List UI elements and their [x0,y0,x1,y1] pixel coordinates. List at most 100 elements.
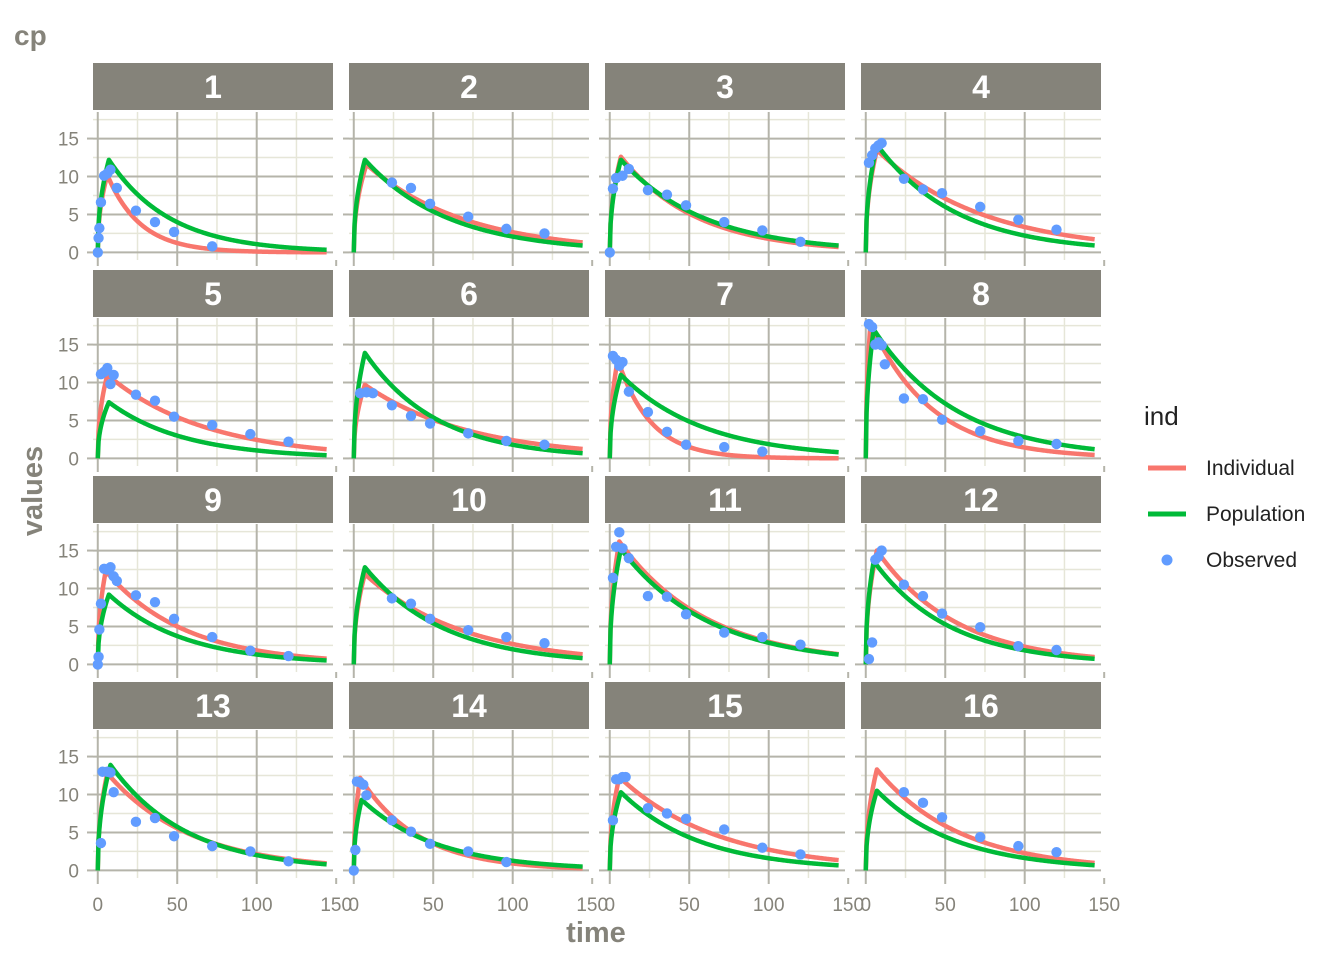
observed-point [975,831,986,843]
observed-point [95,598,107,609]
panel-background [349,318,589,466]
observed-point [866,321,878,333]
population-line [607,372,841,459]
observed-point [617,170,628,181]
facet-strip [605,270,845,317]
observed-point [130,389,142,400]
observed-point [111,575,123,587]
facet-strip-label: 11 [708,482,742,518]
y-tick-label: 0 [68,243,79,264]
observed-point [917,797,929,809]
x-tick-label: 100 [241,895,273,916]
plot-title: cp [14,20,47,51]
legend-label: Observed [1206,549,1297,572]
y-tick-label: 10 [58,374,79,395]
observed-point [386,177,398,188]
facet-strip-label: 5 [204,276,222,312]
population-line [863,788,1097,871]
legend-label: Population [1206,503,1305,526]
observed-point [642,590,654,602]
x-tick-label: 150 [832,895,864,916]
observed-point [424,418,436,429]
observed-point [350,844,361,856]
y-tick-label: 0 [68,655,79,676]
facet-strip-label: 12 [963,482,999,518]
observed-point [105,378,116,390]
observed-point [539,637,550,649]
observed-point [680,609,692,620]
observed-point [642,184,654,196]
x-tick-label: 50 [167,895,188,916]
x-axis-title: time [566,917,626,949]
observed-point [386,815,398,826]
facet-panel-10: 10 [343,476,594,678]
observed-point [614,527,625,538]
observed-point [757,446,768,457]
observed-point [917,184,929,195]
observed-point [719,627,730,638]
observed-point [539,439,550,450]
y-tick-label: 5 [68,411,79,432]
legend-label: Individual [1206,457,1295,480]
observed-point [898,579,910,590]
facet-strip-label: 15 [707,688,743,724]
observed-point [149,216,161,228]
legend-item-individual: Individual [1148,457,1295,480]
observed-point [1013,435,1024,447]
observed-point [607,815,619,826]
x-tick-label: 150 [1088,895,1120,916]
observed-point [680,200,692,211]
y-tick-label: 0 [68,861,79,882]
facet-strip [93,476,333,523]
observed-point [876,137,887,149]
facet-strip-label: 10 [451,482,487,518]
observed-point [348,865,359,876]
facet-strip-label: 8 [972,276,990,312]
observed-point [245,428,256,440]
panel-background [861,318,1101,466]
observed-point [936,414,948,425]
y-tick-label: 10 [58,580,79,601]
observed-point [168,831,180,842]
observed-point [424,198,436,210]
observed-point [130,205,142,216]
facet-panel-6: 6 [343,270,594,472]
observed-point [1051,846,1062,858]
observed-point [1051,644,1062,656]
observed-point [876,340,887,351]
x-tick-label: 0 [604,895,615,916]
legend-key-point [1161,554,1173,566]
legend: ind Individual Population Observed [1144,401,1305,572]
observed-point [936,608,948,619]
observed-point [917,590,929,602]
observed-point [111,182,123,194]
observed-point [207,631,218,643]
observed-point [405,826,417,837]
observed-point [604,247,615,258]
facet-panel-15: 150 50 100 150 [599,682,864,916]
population-line [95,400,329,459]
observed-point [105,562,116,573]
observed-point [719,216,730,228]
facet-strip-label: 1 [204,69,222,105]
facet-strip-label: 2 [460,69,478,105]
observed-point [795,236,806,247]
facet-panel-3: 3 [599,63,850,266]
observed-point [1013,214,1024,225]
observed-point [361,790,372,801]
observed-point [1051,438,1062,450]
observed-point [463,428,474,439]
x-tick-label: 0 [348,895,359,916]
observed-point [168,411,180,422]
y-tick-label: 5 [68,205,79,226]
facet-strip-label: 13 [195,688,231,724]
observed-point [795,639,806,650]
x-tick-label: 50 [423,895,444,916]
observed-point [898,393,910,404]
observed-point [661,808,673,819]
facet-panel-5: 5 0 5 10 15 [58,270,338,472]
observed-point [898,787,910,798]
y-tick-label: 10 [58,168,79,189]
